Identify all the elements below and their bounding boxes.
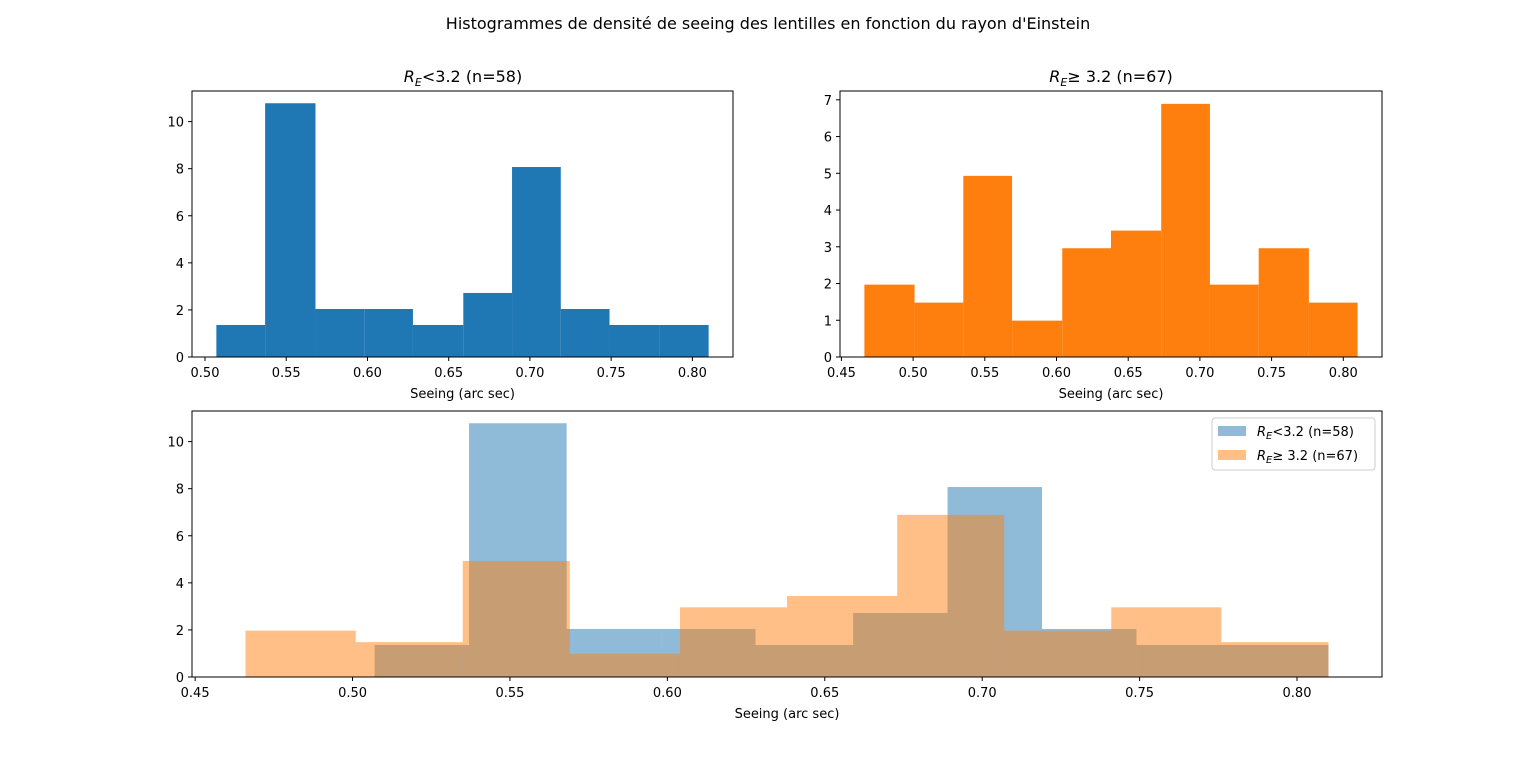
y-tick-label: 7 <box>824 94 832 109</box>
bar-small-re-6 <box>512 167 561 357</box>
bar-large-re-7 <box>1209 284 1259 357</box>
bar-small-re-5 <box>463 292 513 357</box>
bar-large-re-1 <box>914 302 964 357</box>
bar-small-re-1 <box>265 103 316 358</box>
axes-frame <box>191 410 1383 678</box>
legend-label-large-re: RE≥ 3.2 (n=67) <box>1257 449 1358 466</box>
x-tick-label: 0.75 <box>1257 366 1286 381</box>
x-axis-label: Seeing (arc sec) <box>410 387 515 402</box>
bar-small-re-2 <box>315 308 365 357</box>
bar-large-re-2 <box>462 560 570 677</box>
y-tick-label: 1 <box>824 314 832 329</box>
x-tick-label: 0.70 <box>968 686 997 701</box>
bar-large-re-3 <box>1012 320 1063 357</box>
x-axis-label: Seeing (arc sec) <box>1059 387 1164 402</box>
bar-large-re-8 <box>1258 248 1309 357</box>
bar-large-re-9 <box>1221 642 1329 677</box>
bar-large-re-8 <box>1111 607 1222 677</box>
bar-small-re-7 <box>560 308 610 357</box>
bar-large-re-4 <box>679 607 787 677</box>
x-tick-label: 0.75 <box>597 366 626 381</box>
x-tick-label: 0.55 <box>970 366 999 381</box>
y-tick-label: 2 <box>176 624 184 639</box>
histogram-panel-small-re: 0.50 0.55 0.60 0.65 0.70 0.75 0.80 0 2 4 6 8 10 Seein… <box>167 90 734 402</box>
bar-large-re-5 <box>1111 230 1162 357</box>
x-tick-label: 0.45 <box>827 366 856 381</box>
legend-label-small-re: RE<3.2 (n=58) <box>1257 425 1354 442</box>
x-tick-label: 0.45 <box>181 686 210 701</box>
legend-swatch-large-re <box>1218 450 1246 460</box>
bar-small-re-8 <box>609 324 660 357</box>
y-tick-label: 6 <box>824 131 832 146</box>
x-tick-label: 0.60 <box>653 686 682 701</box>
y-tick-label: 3 <box>824 241 832 256</box>
bar-large-re-2 <box>963 175 1013 357</box>
bar-small-re-0 <box>216 324 266 357</box>
bar-large-re-0 <box>864 284 915 357</box>
y-tick-label: 4 <box>176 577 184 592</box>
bar-large-re-1 <box>355 642 463 677</box>
bar-large-re-5 <box>787 596 898 677</box>
x-tick-label: 0.60 <box>1042 366 1071 381</box>
y-tick-label: 0 <box>824 351 832 366</box>
x-tick-label: 0.50 <box>338 686 367 701</box>
bar-large-re-0 <box>245 630 356 677</box>
y-tick-label: 10 <box>167 116 184 131</box>
legend: RE<3.2 (n=58) RE≥ 3.2 (n=67) <box>1211 417 1376 471</box>
y-tick-label: 8 <box>176 483 184 498</box>
bar-small-re-9 <box>659 324 709 357</box>
x-tick-label: 0.80 <box>1329 366 1358 381</box>
x-tick-label: 0.55 <box>495 686 524 701</box>
legend-swatch-small-re <box>1218 426 1246 436</box>
figure-suptitle: Histogrammes de densité de seeing des le… <box>446 14 1090 33</box>
axes-frame <box>839 90 1383 358</box>
x-tick-label: 0.80 <box>678 366 707 381</box>
y-tick-label: 0 <box>176 671 184 686</box>
x-axis-label: Seeing (arc sec) <box>735 707 840 722</box>
legend-frame <box>1211 417 1376 471</box>
histogram-panel-overlay: 0.45 0.50 0.55 0.60 0.65 0.70 0.75 0.80 0 2 4 6 8 10 S… <box>167 410 1383 722</box>
x-tick-label: 0.55 <box>272 366 301 381</box>
bar-large-re-9 <box>1308 302 1358 357</box>
y-tick-label: 5 <box>824 167 832 182</box>
bar-large-re-6 <box>1161 103 1210 357</box>
x-tick-label: 0.80 <box>1283 686 1312 701</box>
x-tick-label: 0.65 <box>1114 366 1143 381</box>
bar-large-re-3 <box>569 653 680 677</box>
x-tick-label: 0.65 <box>810 686 839 701</box>
y-tick-label: 10 <box>167 436 184 451</box>
x-tick-label: 0.70 <box>515 366 544 381</box>
panel-title-small-re: RE<3.2 (n=58) <box>404 67 522 89</box>
x-tick-label: 0.75 <box>1125 686 1154 701</box>
bar-small-re-4 <box>412 324 464 357</box>
bar-small-re-3 <box>364 308 413 357</box>
histogram-panel-large-re: 0.45 0.50 0.55 0.60 0.65 0.70 0.75 0.80 0 1 2 3 4 5 6 7… <box>824 90 1383 402</box>
x-tick-label: 0.70 <box>1185 366 1214 381</box>
x-tick-label: 0.60 <box>353 366 382 381</box>
panel-title-large-re: RE≥ 3.2 (n=67) <box>1049 67 1173 89</box>
bar-large-re-6 <box>897 514 1005 677</box>
x-tick-label: 0.65 <box>434 366 463 381</box>
axes-frame <box>191 90 734 358</box>
y-tick-label: 4 <box>824 204 832 219</box>
y-tick-label: 8 <box>176 163 184 178</box>
y-tick-label: 2 <box>176 304 184 319</box>
x-tick-label: 0.50 <box>191 366 220 381</box>
y-tick-label: 4 <box>176 257 184 272</box>
y-tick-label: 0 <box>176 351 184 366</box>
y-tick-label: 6 <box>176 210 184 225</box>
y-tick-label: 2 <box>824 278 832 293</box>
y-tick-label: 6 <box>176 530 184 545</box>
x-tick-label: 0.50 <box>899 366 928 381</box>
bar-large-re-7 <box>1004 630 1112 677</box>
bar-large-re-4 <box>1062 248 1111 357</box>
